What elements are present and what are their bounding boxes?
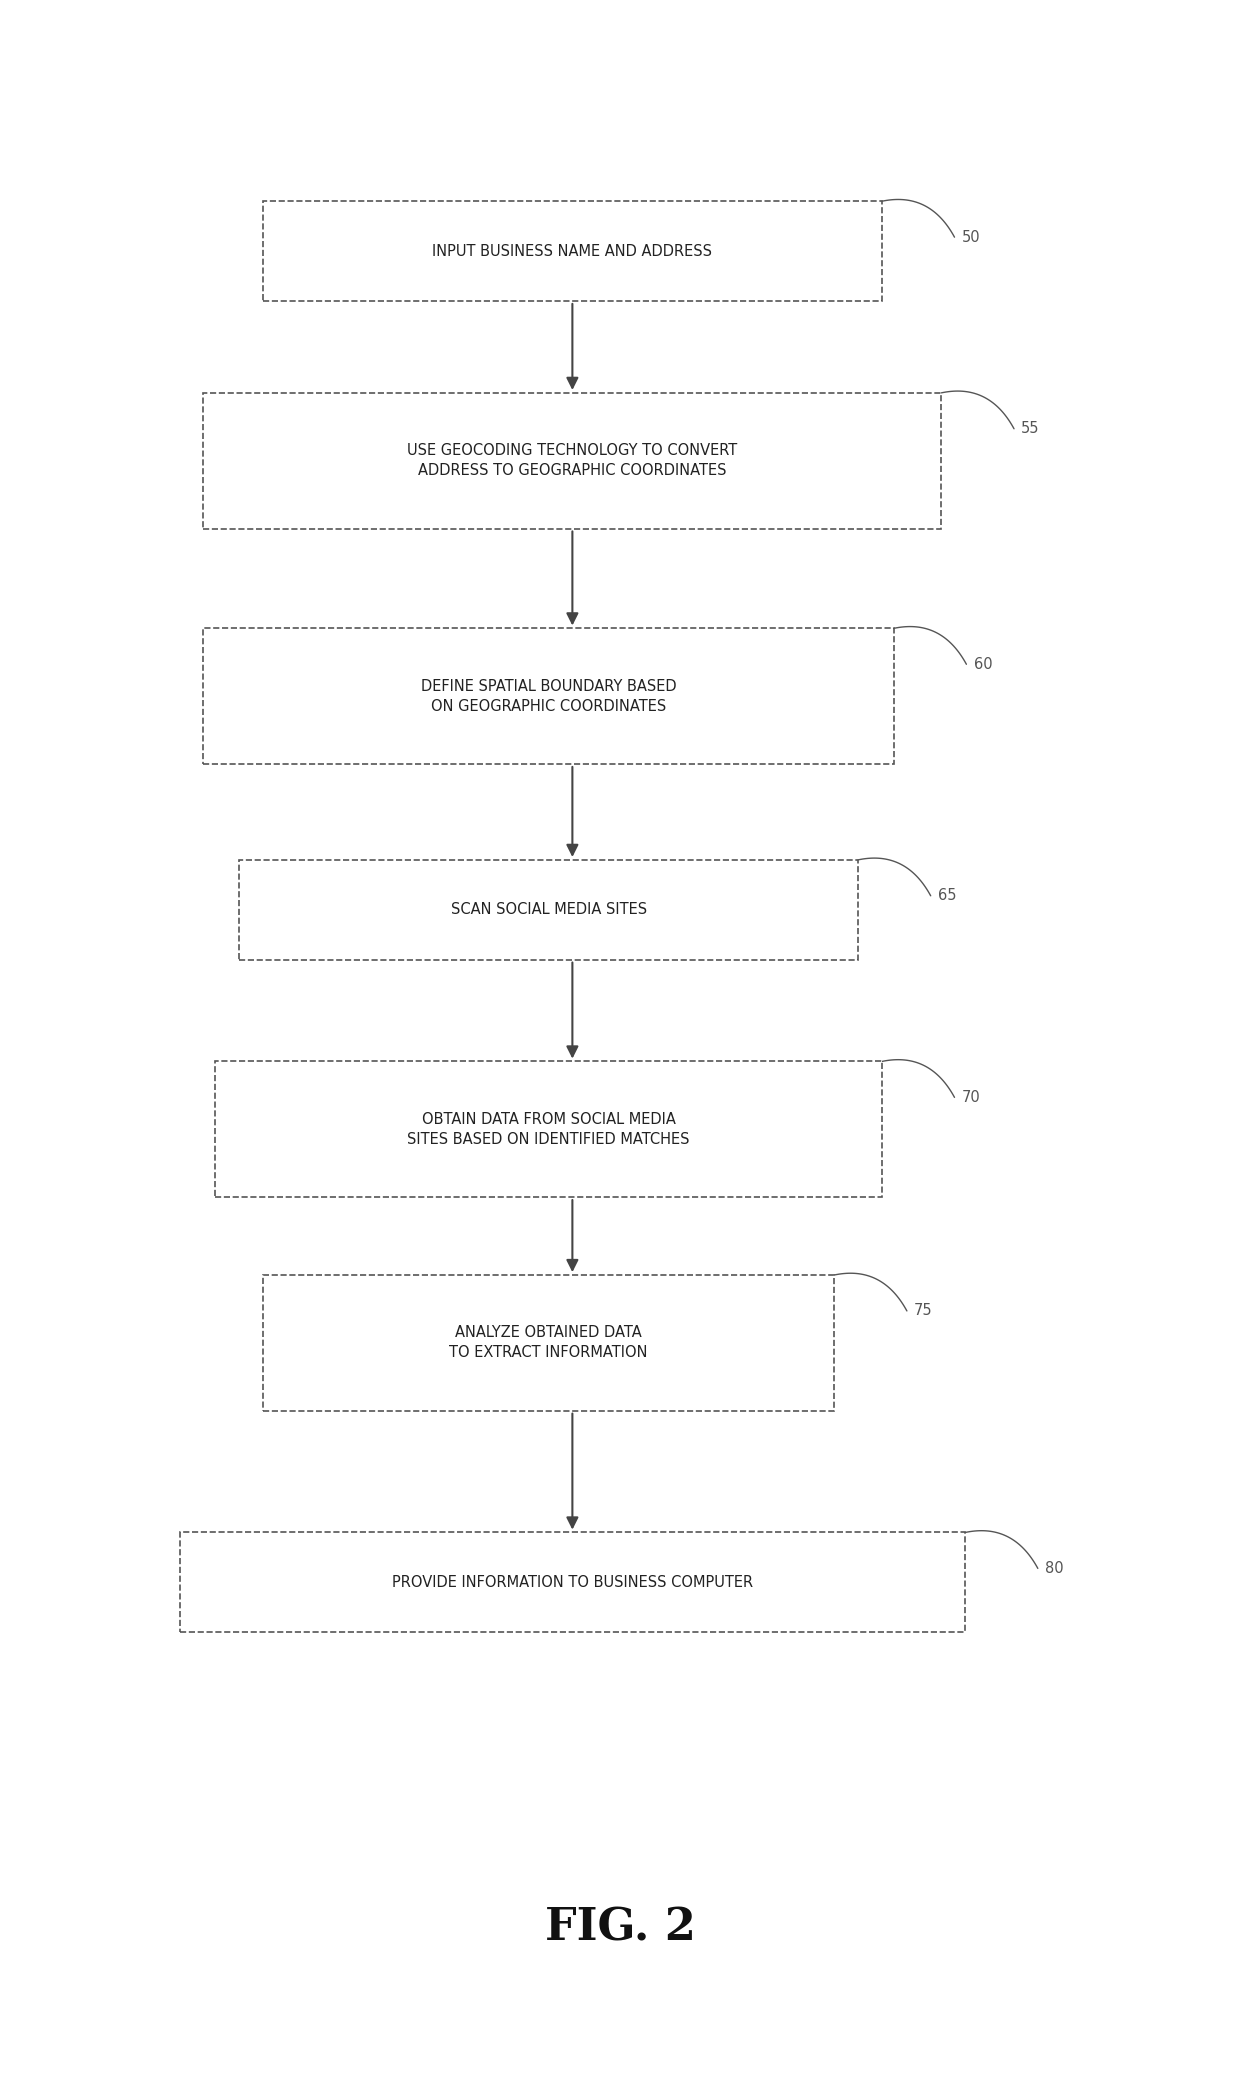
FancyBboxPatch shape: [239, 861, 858, 960]
Text: 60: 60: [973, 657, 992, 672]
Text: 75: 75: [914, 1304, 932, 1318]
Text: FIG. 2: FIG. 2: [544, 1906, 696, 1950]
FancyBboxPatch shape: [263, 202, 882, 301]
FancyBboxPatch shape: [203, 628, 894, 765]
Text: SCAN SOCIAL MEDIA SITES: SCAN SOCIAL MEDIA SITES: [450, 902, 646, 917]
Text: OBTAIN DATA FROM SOCIAL MEDIA
SITES BASED ON IDENTIFIED MATCHES: OBTAIN DATA FROM SOCIAL MEDIA SITES BASE…: [407, 1112, 689, 1148]
Text: DEFINE SPATIAL BOUNDARY BASED
ON GEOGRAPHIC COORDINATES: DEFINE SPATIAL BOUNDARY BASED ON GEOGRAP…: [420, 680, 676, 713]
Text: 70: 70: [962, 1089, 981, 1104]
FancyBboxPatch shape: [180, 1532, 965, 1632]
Text: USE GEOCODING TECHNOLOGY TO CONVERT
ADDRESS TO GEOGRAPHIC COORDINATES: USE GEOCODING TECHNOLOGY TO CONVERT ADDR…: [407, 443, 738, 478]
Text: 65: 65: [937, 888, 956, 902]
Text: PROVIDE INFORMATION TO BUSINESS COMPUTER: PROVIDE INFORMATION TO BUSINESS COMPUTER: [392, 1576, 753, 1590]
Text: ANALYZE OBTAINED DATA
TO EXTRACT INFORMATION: ANALYZE OBTAINED DATA TO EXTRACT INFORMA…: [449, 1326, 647, 1360]
FancyBboxPatch shape: [216, 1062, 882, 1198]
Text: 50: 50: [962, 229, 981, 245]
FancyBboxPatch shape: [203, 393, 941, 528]
FancyBboxPatch shape: [263, 1274, 835, 1412]
Text: INPUT BUSINESS NAME AND ADDRESS: INPUT BUSINESS NAME AND ADDRESS: [433, 243, 713, 258]
Text: 80: 80: [1045, 1561, 1064, 1576]
Text: 55: 55: [1022, 422, 1039, 437]
